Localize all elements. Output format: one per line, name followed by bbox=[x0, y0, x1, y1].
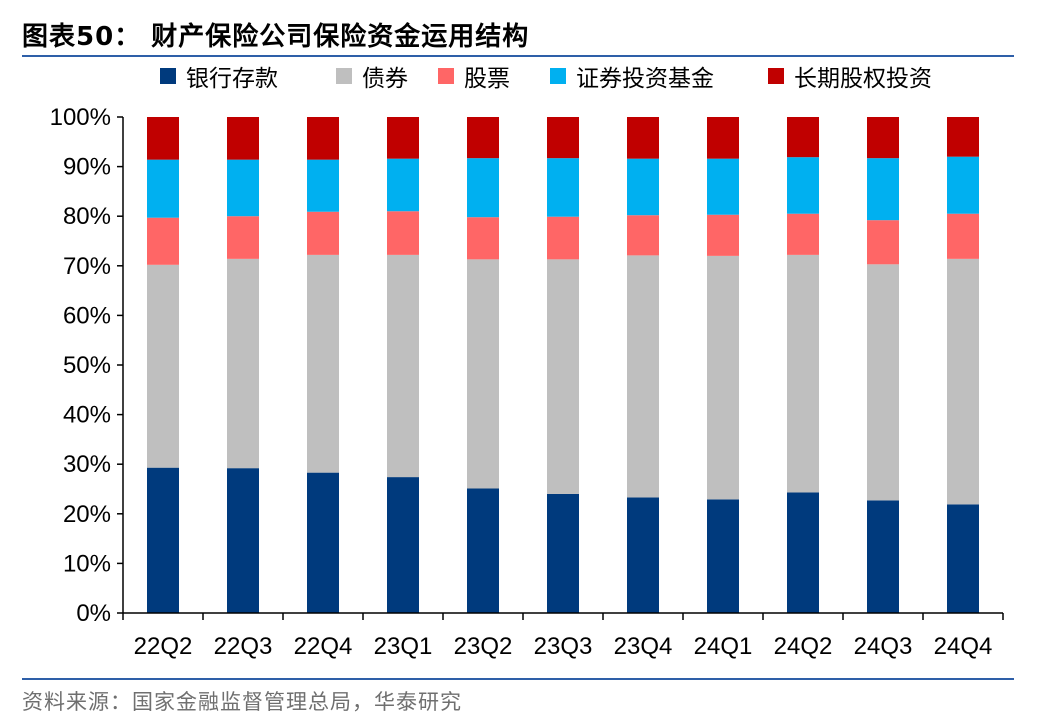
bar-segment-24Q3-3 bbox=[867, 158, 899, 221]
legend-swatch bbox=[550, 68, 566, 84]
x-tick-label: 24Q3 bbox=[854, 633, 913, 660]
y-tick-label: 60% bbox=[63, 302, 111, 329]
x-tick-label: 23Q1 bbox=[374, 633, 433, 660]
bar-segment-22Q2-0 bbox=[147, 467, 179, 613]
bar-segment-24Q1-4 bbox=[707, 117, 739, 159]
y-tick-label: 50% bbox=[63, 352, 111, 379]
bar-segment-23Q3-2 bbox=[547, 216, 579, 260]
bar-segment-22Q4-3 bbox=[307, 159, 339, 212]
legend-swatch bbox=[768, 68, 784, 84]
bar-segment-23Q3-0 bbox=[547, 493, 579, 613]
bar-segment-23Q3-4 bbox=[547, 117, 579, 159]
bar-segment-24Q1-2 bbox=[707, 214, 739, 256]
axes: 0% 10% 20% 30% 40% 50% 60% 70% 80% 90% 100% 22Q2 22Q… bbox=[50, 104, 1004, 660]
bar-segment-23Q3-1 bbox=[547, 259, 579, 494]
chart-title: 图表50： 财产保险公司保险资金运用结构 bbox=[22, 22, 530, 52]
bars bbox=[147, 117, 979, 613]
bar-segment-24Q4-2 bbox=[947, 213, 979, 259]
legend: 银行存款 债券 股票 证券投资基金 长期股权投资 bbox=[160, 66, 932, 92]
legend-label: 长期股权投资 bbox=[794, 66, 932, 92]
bar-segment-23Q1-2 bbox=[387, 211, 419, 255]
legend-label: 债券 bbox=[362, 66, 408, 92]
x-tick-label: 22Q3 bbox=[214, 633, 273, 660]
bar-segment-23Q4-0 bbox=[627, 497, 659, 613]
legend-label: 股票 bbox=[464, 66, 510, 92]
legend-swatch bbox=[438, 68, 454, 84]
bar-segment-22Q2-3 bbox=[147, 159, 179, 218]
bar-segment-24Q3-4 bbox=[867, 117, 899, 159]
y-tick-label: 100% bbox=[50, 104, 111, 131]
bar-segment-22Q4-1 bbox=[307, 254, 339, 473]
bar-segment-22Q4-0 bbox=[307, 472, 339, 613]
bar-segment-24Q4-4 bbox=[947, 117, 979, 157]
bar-segment-23Q1-0 bbox=[387, 477, 419, 613]
y-tick-label: 80% bbox=[63, 203, 111, 230]
legend-swatch bbox=[160, 68, 176, 84]
bar-segment-22Q2-1 bbox=[147, 264, 179, 468]
x-tick-label: 22Q2 bbox=[134, 633, 193, 660]
bar-segment-23Q2-1 bbox=[467, 259, 499, 489]
bar-segment-24Q4-1 bbox=[947, 258, 979, 505]
bar-segment-24Q2-4 bbox=[787, 117, 819, 158]
y-tick-label: 90% bbox=[63, 154, 111, 181]
bar-segment-22Q4-4 bbox=[307, 117, 339, 160]
x-tick-label: 24Q4 bbox=[934, 633, 993, 660]
x-tick-label: 23Q3 bbox=[534, 633, 593, 660]
bar-segment-23Q2-0 bbox=[467, 488, 499, 613]
bar-segment-24Q3-2 bbox=[867, 220, 899, 265]
bar-segment-23Q4-3 bbox=[627, 158, 659, 216]
bar-segment-24Q3-0 bbox=[867, 500, 899, 613]
bar-segment-23Q2-3 bbox=[467, 158, 499, 218]
bar-segment-23Q3-3 bbox=[547, 158, 579, 217]
bar-segment-22Q4-2 bbox=[307, 211, 339, 255]
y-tick-label: 20% bbox=[63, 501, 111, 528]
source-note: 资料来源：国家金融监督管理总局，华泰研究 bbox=[22, 690, 462, 714]
bar-segment-24Q4-0 bbox=[947, 504, 979, 613]
bar-segment-23Q4-2 bbox=[627, 215, 659, 256]
bar-segment-24Q4-3 bbox=[947, 156, 979, 214]
bar-segment-24Q3-1 bbox=[867, 264, 899, 501]
bar-segment-24Q2-3 bbox=[787, 157, 819, 214]
bar-segment-24Q2-1 bbox=[787, 254, 819, 493]
bar-segment-24Q1-0 bbox=[707, 499, 739, 613]
bar-segment-24Q1-3 bbox=[707, 158, 739, 215]
bar-segment-22Q2-2 bbox=[147, 217, 179, 265]
x-tick-label: 24Q1 bbox=[694, 633, 753, 660]
legend-swatch bbox=[336, 68, 352, 84]
y-tick-label: 40% bbox=[63, 402, 111, 429]
bar-segment-22Q2-4 bbox=[147, 117, 179, 160]
bar-segment-22Q3-2 bbox=[227, 216, 259, 259]
x-tick-label: 23Q2 bbox=[454, 633, 513, 660]
y-tick-label: 30% bbox=[63, 451, 111, 478]
bar-segment-23Q1-1 bbox=[387, 254, 419, 478]
legend-label: 证券投资基金 bbox=[576, 66, 714, 92]
bar-segment-24Q2-0 bbox=[787, 492, 819, 613]
bar-segment-24Q2-2 bbox=[787, 213, 819, 255]
y-tick-label: 10% bbox=[63, 550, 111, 577]
bar-segment-23Q1-4 bbox=[387, 117, 419, 159]
bar-segment-23Q4-4 bbox=[627, 117, 659, 159]
bar-segment-22Q3-3 bbox=[227, 159, 259, 217]
bar-segment-23Q4-1 bbox=[627, 255, 659, 498]
y-tick-label: 70% bbox=[63, 253, 111, 280]
x-tick-label: 22Q4 bbox=[294, 633, 353, 660]
bar-segment-23Q2-4 bbox=[467, 117, 499, 159]
legend-label: 银行存款 bbox=[186, 66, 278, 92]
bar-segment-22Q3-0 bbox=[227, 468, 259, 613]
y-tick-label: 0% bbox=[76, 600, 111, 627]
x-tick-label: 23Q4 bbox=[614, 633, 673, 660]
bar-segment-22Q3-4 bbox=[227, 117, 259, 160]
x-tick-label: 24Q2 bbox=[774, 633, 833, 660]
bar-segment-23Q2-2 bbox=[467, 217, 499, 260]
source-divider bbox=[22, 678, 1014, 680]
bar-segment-23Q1-3 bbox=[387, 158, 419, 212]
title-divider bbox=[22, 55, 1014, 57]
bar-segment-22Q3-1 bbox=[227, 258, 259, 469]
bar-segment-24Q1-1 bbox=[707, 255, 739, 500]
